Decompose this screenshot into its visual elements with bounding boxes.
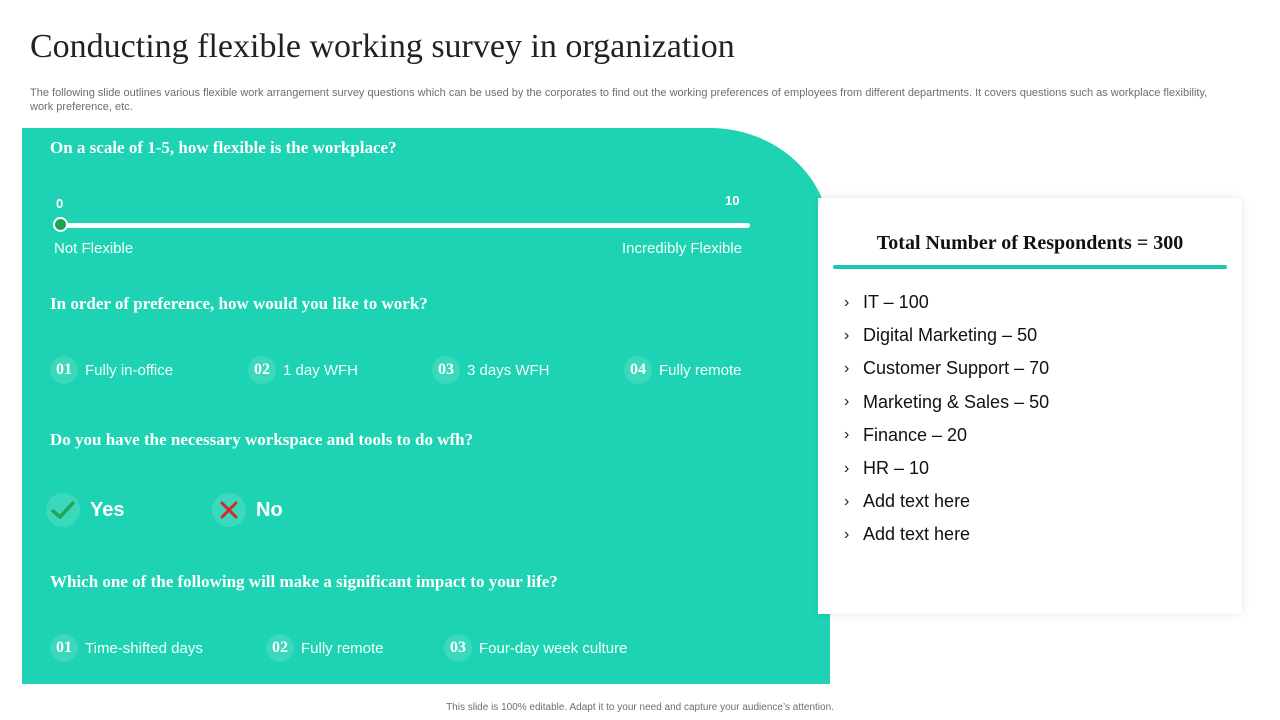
work-option-3[interactable]: 03 3 days WFH <box>432 356 550 384</box>
scale-max-label: Incredibly Flexible <box>622 240 743 257</box>
option-number-badge: 02 <box>248 356 276 384</box>
respondents-title: Total Number of Respondents = 300 <box>876 232 1184 254</box>
slide-subtitle: The following slide outlines various fle… <box>30 87 1208 113</box>
option-label: 3 days WFH <box>467 361 550 379</box>
list-item-label: Finance – 20 <box>863 424 968 445</box>
impact-option-2[interactable]: 02 Fully remote <box>266 634 384 662</box>
list-item: › Marketing & Sales – 50 <box>844 386 1049 419</box>
list-item: › HR – 10 <box>844 452 1049 485</box>
check-icon <box>46 493 80 527</box>
option-label: 1 day WFH <box>283 361 359 379</box>
list-item-label: Add text here <box>863 524 971 545</box>
work-option-1[interactable]: 01 Fully in-office <box>50 356 173 384</box>
yes-option[interactable]: Yes <box>46 493 124 527</box>
list-item-label: Marketing & Sales – 50 <box>863 391 1050 412</box>
respondents-card: Total Number of Respondents = 300 › IT – … <box>818 198 1242 614</box>
respondents-list: › IT – 100 › Digital Marketing – 50 › Custo… <box>844 286 1049 552</box>
list-item-label: Add text here <box>863 491 971 512</box>
question-flexibility: On a scale of 1-5, how flexible is the w… <box>50 138 397 157</box>
scale-max-value: 10 <box>725 193 740 208</box>
option-label: Four-day week culture <box>479 639 628 657</box>
chevron-right-icon: › <box>844 525 850 543</box>
chevron-right-icon: › <box>844 459 850 477</box>
chevron-right-icon: › <box>844 293 850 311</box>
cross-icon <box>212 493 246 527</box>
question-workspace-tools: Do you have the necessary workspace and … <box>50 430 474 449</box>
survey-panel: On a scale of 1-5, how flexible is the w… <box>22 128 830 684</box>
list-item-label: HR – 10 <box>863 458 930 479</box>
list-item: › Finance – 20 <box>844 419 1049 452</box>
list-item-label: Customer Support – 70 <box>863 358 1050 379</box>
chevron-right-icon: › <box>844 393 850 411</box>
impact-option-3[interactable]: 03 Four-day week culture <box>444 634 627 662</box>
yes-label: Yes <box>90 498 125 521</box>
chevron-right-icon: › <box>844 492 850 510</box>
footer-note: This slide is 100% editable. Adapt it to… <box>446 702 834 713</box>
option-label: Fully in-office <box>85 361 174 379</box>
slide-title: Conducting flexible working survey in or… <box>30 28 735 65</box>
work-option-4[interactable]: 04 Fully remote <box>624 356 742 384</box>
impact-option-1[interactable]: 01 Time-shifted days <box>50 634 203 662</box>
no-option[interactable]: No <box>212 493 283 527</box>
option-label: Fully remote <box>301 639 384 657</box>
option-number-badge: 04 <box>624 356 652 384</box>
option-label: Time-shifted days <box>85 639 203 657</box>
option-label: Fully remote <box>659 361 742 379</box>
option-number-badge: 01 <box>50 634 78 662</box>
question-significant-impact: Which one of the following will make a s… <box>50 572 558 591</box>
no-label: No <box>256 498 283 521</box>
scale-min-value: 0 <box>56 196 64 211</box>
list-item: › Add text here <box>844 485 1049 518</box>
question-work-preference: In order of preference, how would you li… <box>50 294 428 313</box>
list-item: › IT – 100 <box>844 286 1049 319</box>
divider <box>833 265 1227 269</box>
option-number-badge: 03 <box>432 356 460 384</box>
option-number-badge: 01 <box>50 356 78 384</box>
chevron-right-icon: › <box>844 426 850 444</box>
work-option-2[interactable]: 02 1 day WFH <box>248 356 358 384</box>
list-item: › Add text here <box>844 518 1049 551</box>
list-item-label: Digital Marketing – 50 <box>863 325 1038 346</box>
list-item: › Digital Marketing – 50 <box>844 319 1049 352</box>
chevron-right-icon: › <box>844 359 850 377</box>
flexibility-slider-track[interactable] <box>60 223 750 228</box>
list-item-label: IT – 100 <box>863 292 929 313</box>
scale-min-label: Not Flexible <box>54 240 134 257</box>
flexibility-slider-handle[interactable] <box>52 217 68 232</box>
option-number-badge: 03 <box>444 634 472 662</box>
chevron-right-icon: › <box>844 326 850 344</box>
list-item: › Customer Support – 70 <box>844 352 1049 385</box>
option-number-badge: 02 <box>266 634 294 662</box>
